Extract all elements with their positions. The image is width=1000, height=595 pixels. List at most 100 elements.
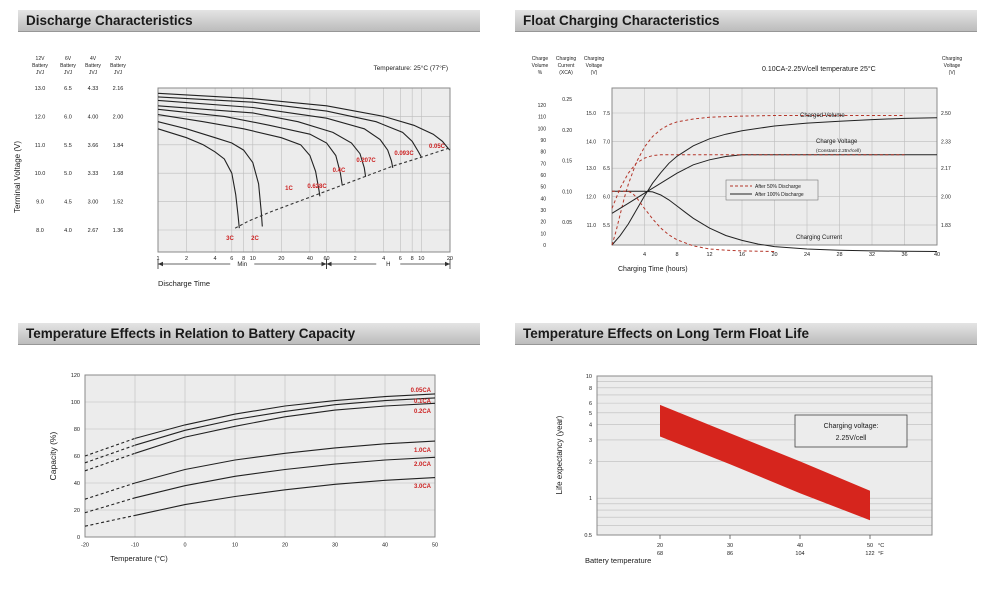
svg-text:Temperature: 25°C (77°F): Temperature: 25°C (77°F): [373, 64, 448, 72]
svg-text:6V: 6V: [65, 56, 72, 62]
svg-text:20: 20: [540, 220, 546, 226]
svg-text:Charging: Charging: [556, 56, 577, 62]
panel-float-charging: Float Charging Characteristics 4 8 12 16 20 2…: [500, 10, 998, 315]
svg-text:2V: 2V: [115, 56, 122, 62]
svg-text:(Constant 2.25V/cell): (Constant 2.25V/cell): [816, 148, 861, 154]
svg-text:6.0: 6.0: [603, 195, 610, 201]
svg-text:Battery: Battery: [60, 63, 76, 69]
capacity-y-tick-labels: 0 20 40 60 80 100 120: [71, 373, 80, 541]
svg-text:30: 30: [332, 543, 338, 549]
svg-text:Temperature (°C): Temperature (°C): [110, 554, 168, 563]
life-x-tick-labels: 20 68 30 86 40 104 50 122 °C °F: [657, 535, 884, 557]
svg-text:0: 0: [183, 543, 186, 549]
svg-text:1.36: 1.36: [113, 228, 124, 234]
float-left-axes: ChargeVolume%ChargingCurrent(XCA)Chargin…: [532, 56, 611, 249]
svg-text:JVJ: JVJ: [114, 70, 123, 76]
svg-text:Discharge Time: Discharge Time: [158, 279, 210, 288]
svg-text:6.0: 6.0: [64, 114, 72, 120]
panel-temp-capacity: Temperature Effects in Relation to Batte…: [8, 323, 490, 593]
svg-text:9.0: 9.0: [36, 200, 44, 206]
svg-text:20: 20: [657, 543, 663, 549]
svg-text:10: 10: [586, 374, 592, 380]
svg-text:100: 100: [71, 400, 80, 406]
svg-text:°F: °F: [878, 551, 884, 557]
svg-text:5.5: 5.5: [64, 143, 72, 149]
svg-text:68: 68: [657, 551, 663, 557]
svg-text:0.05C: 0.05C: [429, 144, 446, 150]
svg-text:Charging voltage:: Charging voltage:: [824, 423, 879, 430]
svg-text:10: 10: [418, 256, 424, 262]
svg-text:1: 1: [589, 496, 592, 502]
svg-text:0.10CA-2.25V/cell temperature: 0.10CA-2.25V/cell temperature 25°C: [762, 65, 876, 73]
svg-text:JVJ: JVJ: [89, 70, 98, 76]
svg-text:Battery: Battery: [110, 63, 126, 69]
svg-text:104: 104: [795, 551, 804, 557]
svg-text:24: 24: [804, 252, 810, 258]
svg-text:After 50% Discharge: After 50% Discharge: [755, 184, 801, 190]
svg-text:2.67: 2.67: [88, 228, 99, 234]
svg-text:7.5: 7.5: [603, 111, 610, 117]
float-curves: [611, 115, 938, 252]
svg-text:20: 20: [278, 256, 284, 262]
svg-text:3.0CA: 3.0CA: [414, 484, 432, 490]
svg-text:100: 100: [538, 126, 547, 132]
svg-text:2.17: 2.17: [941, 166, 951, 172]
svg-text:11.0: 11.0: [35, 143, 45, 149]
svg-text:1.52: 1.52: [113, 200, 124, 206]
svg-text:40: 40: [540, 196, 546, 202]
svg-text:40: 40: [382, 543, 388, 549]
svg-text:6.5: 6.5: [603, 166, 610, 172]
svg-text:2.25V/cell: 2.25V/cell: [836, 435, 867, 442]
life-annotation-box: Charging voltage: 2.25V/cell: [794, 414, 908, 448]
svg-text:5: 5: [589, 411, 592, 417]
svg-text:7.0: 7.0: [603, 139, 610, 145]
svg-text:-20: -20: [81, 543, 89, 549]
capacity-curves: [84, 393, 436, 527]
svg-text:40: 40: [307, 256, 313, 262]
svg-text:12V: 12V: [36, 56, 46, 62]
svg-text:0.20: 0.20: [562, 128, 572, 134]
svg-text:Current: Current: [558, 63, 575, 69]
svg-text:6: 6: [589, 401, 592, 407]
life-expectancy-band: [660, 404, 870, 521]
panel-title-float-life: Temperature Effects on Long Term Float L…: [515, 323, 977, 345]
capacity-x-tick-labels: -20 -10 0 10 20 30 40 50: [81, 543, 438, 549]
svg-text:Battery temperature: Battery temperature: [585, 556, 651, 565]
capacity-curve-labels: 0.05CA 0.1CA 0.2CA 1.0CA 2.0CA 3.0CA: [411, 388, 432, 490]
discharge-curves: [157, 92, 451, 229]
svg-text:6.5: 6.5: [64, 86, 72, 92]
panel-float-life: Temperature Effects on Long Term Float L…: [500, 323, 998, 593]
svg-text:120: 120: [71, 373, 80, 379]
svg-text:2: 2: [185, 256, 188, 262]
discharge-y-axes: 12VBatteryJVJ13.012.011.010.09.08.06VBat…: [32, 56, 126, 234]
svg-text:2.50: 2.50: [941, 111, 951, 117]
svg-text:80: 80: [540, 150, 546, 156]
svg-text:Life expectancy (year): Life expectancy (year): [555, 415, 564, 494]
svg-text:8: 8: [242, 256, 245, 262]
svg-text:2: 2: [354, 256, 357, 262]
svg-text:10: 10: [250, 256, 256, 262]
svg-text:20: 20: [74, 508, 80, 514]
svg-text:Volume: Volume: [532, 63, 549, 69]
svg-text:JVJ: JVJ: [64, 70, 73, 76]
svg-text:0: 0: [77, 535, 80, 541]
svg-text:3.00: 3.00: [88, 200, 99, 206]
svg-text:50: 50: [432, 543, 438, 549]
svg-text:Min: Min: [237, 262, 247, 268]
svg-text:12.0: 12.0: [35, 114, 46, 120]
svg-text:H: H: [386, 262, 390, 268]
svg-text:2.33: 2.33: [941, 139, 951, 145]
svg-text:50: 50: [540, 185, 546, 191]
svg-text:0.628C: 0.628C: [307, 184, 327, 190]
svg-text:80: 80: [74, 427, 80, 433]
svg-text:0.207C: 0.207C: [356, 158, 376, 164]
svg-text:4.00: 4.00: [88, 114, 99, 120]
svg-text:0.093C: 0.093C: [394, 151, 414, 157]
svg-text:0.1CA: 0.1CA: [414, 399, 432, 405]
svg-text:8: 8: [675, 252, 678, 258]
svg-text:1.84: 1.84: [113, 143, 124, 149]
svg-text:10: 10: [232, 543, 238, 549]
svg-text:2.00: 2.00: [941, 195, 951, 201]
panel-title-discharge: Discharge Characteristics: [18, 10, 480, 32]
svg-text:°C: °C: [878, 543, 884, 549]
